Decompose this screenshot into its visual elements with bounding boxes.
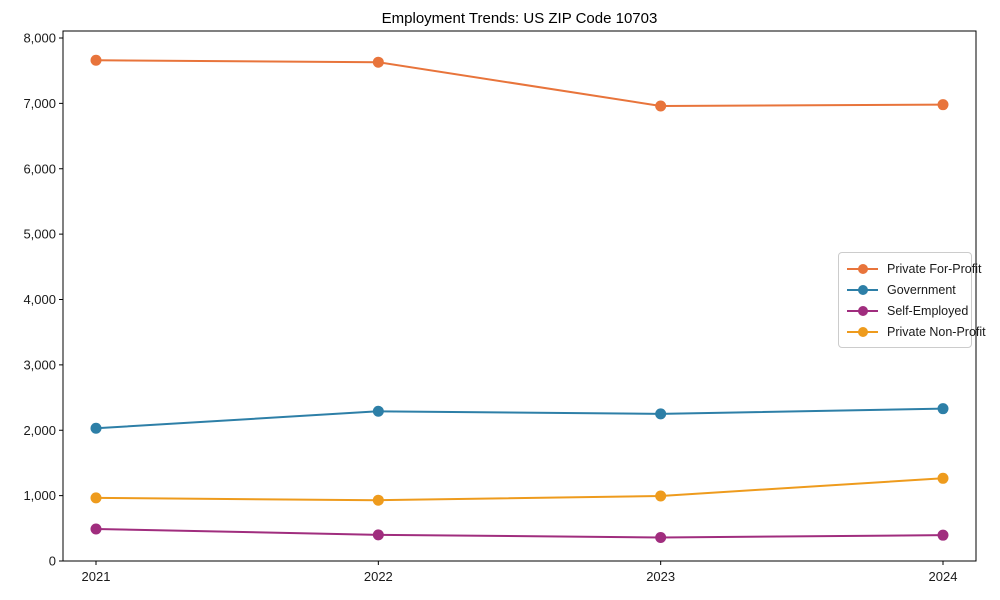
- data-point-government-2024: [937, 403, 949, 415]
- legend-item-government: Government: [847, 283, 965, 297]
- series-line-government: [95, 407, 944, 430]
- data-point-government-2022: [372, 405, 384, 417]
- y-tick-label: 4,000: [23, 292, 56, 307]
- data-point-private-for-profit-2021: [90, 54, 102, 66]
- y-tick-label: 6,000: [23, 161, 56, 176]
- data-point-private-non-profit-2023: [655, 490, 667, 502]
- data-point-private-for-profit-2022: [372, 56, 384, 68]
- data-point-private-for-profit-2024: [937, 99, 949, 111]
- data-point-self-employed-2023: [655, 531, 667, 543]
- data-point-government-2021: [90, 422, 102, 434]
- legend-marker-private-non-profit: [847, 326, 878, 338]
- legend-label: Government: [887, 282, 956, 297]
- series-line-private-for-profit: [95, 59, 944, 107]
- x-tick-label: 2023: [646, 569, 675, 584]
- series-line-private-non-profit: [95, 477, 944, 502]
- data-point-government-2023: [655, 408, 667, 420]
- y-tick-label: 0: [49, 554, 56, 569]
- y-tick-label: 3,000: [23, 357, 56, 372]
- x-tick-label: 2024: [929, 569, 958, 584]
- data-point-self-employed-2022: [372, 529, 384, 541]
- series-line-self-employed: [95, 527, 944, 539]
- data-point-private-non-profit-2024: [937, 472, 949, 484]
- data-point-private-non-profit-2022: [372, 494, 384, 506]
- legend-label: Private For-Profit: [887, 261, 982, 276]
- legend-label: Private Non-Profit: [887, 324, 986, 339]
- x-tick-label: 2022: [364, 569, 393, 584]
- legend-marker-government: [847, 284, 878, 296]
- legend-label: Self-Employed: [887, 303, 969, 318]
- legend-dot-icon: [857, 284, 868, 295]
- legend-dot-icon: [857, 263, 868, 274]
- legend-item-private-non-profit: Private Non-Profit: [847, 325, 986, 339]
- legend-item-self-employed: Self-Employed: [847, 303, 969, 318]
- y-tick-label: 7,000: [23, 96, 56, 111]
- x-tick-label: 2021: [82, 569, 111, 584]
- y-tick-label: 1,000: [23, 488, 56, 503]
- legend-dot-icon: [857, 326, 868, 337]
- plot-area-border: [62, 30, 977, 562]
- y-tick-label: 2,000: [23, 423, 56, 438]
- legend-item-private-for-profit: Private For-Profit: [847, 262, 981, 276]
- y-tick-label: 8,000: [23, 31, 56, 46]
- legend-dot-icon: [857, 305, 868, 316]
- chart-legend: Private For-Profit Government Self-Employe…: [838, 252, 986, 348]
- chart-title: Employment Trends: US ZIP Code 10703: [381, 10, 658, 27]
- data-point-private-for-profit-2023: [655, 100, 667, 112]
- legend-marker-private-for-profit: [847, 263, 878, 275]
- data-point-self-employed-2024: [937, 529, 949, 541]
- data-point-private-non-profit-2021: [90, 492, 102, 504]
- y-tick-label: 5,000: [23, 227, 56, 242]
- data-point-self-employed-2021: [90, 523, 102, 535]
- legend-marker-self-employed: [847, 305, 878, 317]
